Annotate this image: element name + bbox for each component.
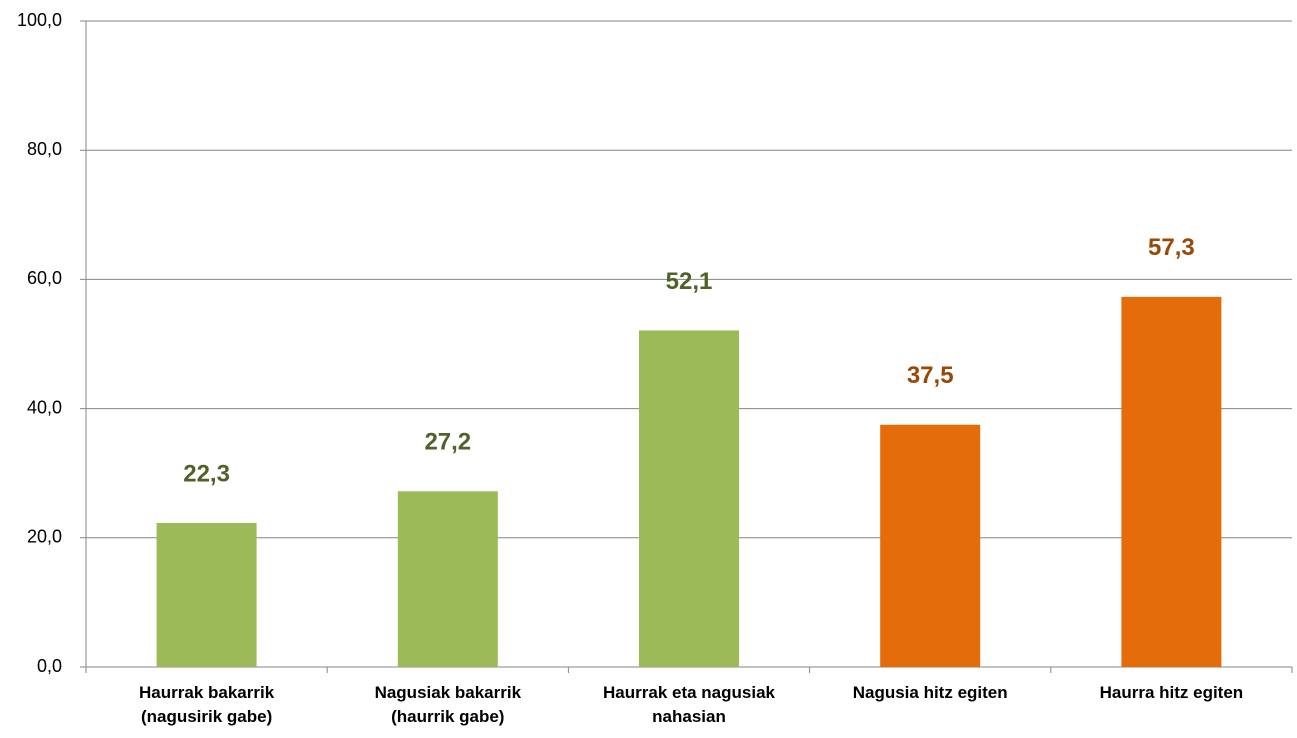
y-tick-label: 60,0 (27, 268, 62, 288)
value-label: 22,3 (183, 460, 230, 487)
y-tick-label: 80,0 (27, 139, 62, 159)
bar (156, 522, 257, 667)
value-label: 57,3 (1148, 234, 1195, 261)
x-tick-label: Haurrak eta nagusiak nahasian (603, 683, 775, 726)
bar (639, 330, 739, 667)
bar (880, 424, 981, 667)
y-tick-label: 100,0 (17, 10, 62, 30)
bar (1121, 296, 1222, 667)
y-tick-label: 20,0 (27, 527, 62, 547)
x-tick-label: Nagusia hitz egiten (852, 683, 1008, 702)
x-tick-label: Haurra hitz egiten (1099, 683, 1244, 702)
x-tick-label: Nagusiak bakarrik (haurrik gabe) (374, 683, 522, 726)
x-tick-label: Haurrak bakarrik (nagusirik gabe) (139, 683, 275, 726)
y-tick-label: 40,0 (27, 397, 62, 417)
value-label: 52,1 (666, 268, 713, 295)
value-label: 27,2 (424, 429, 471, 456)
bar (397, 491, 498, 667)
value-label: 37,5 (907, 362, 954, 389)
y-tick-label: 0,0 (37, 656, 62, 676)
